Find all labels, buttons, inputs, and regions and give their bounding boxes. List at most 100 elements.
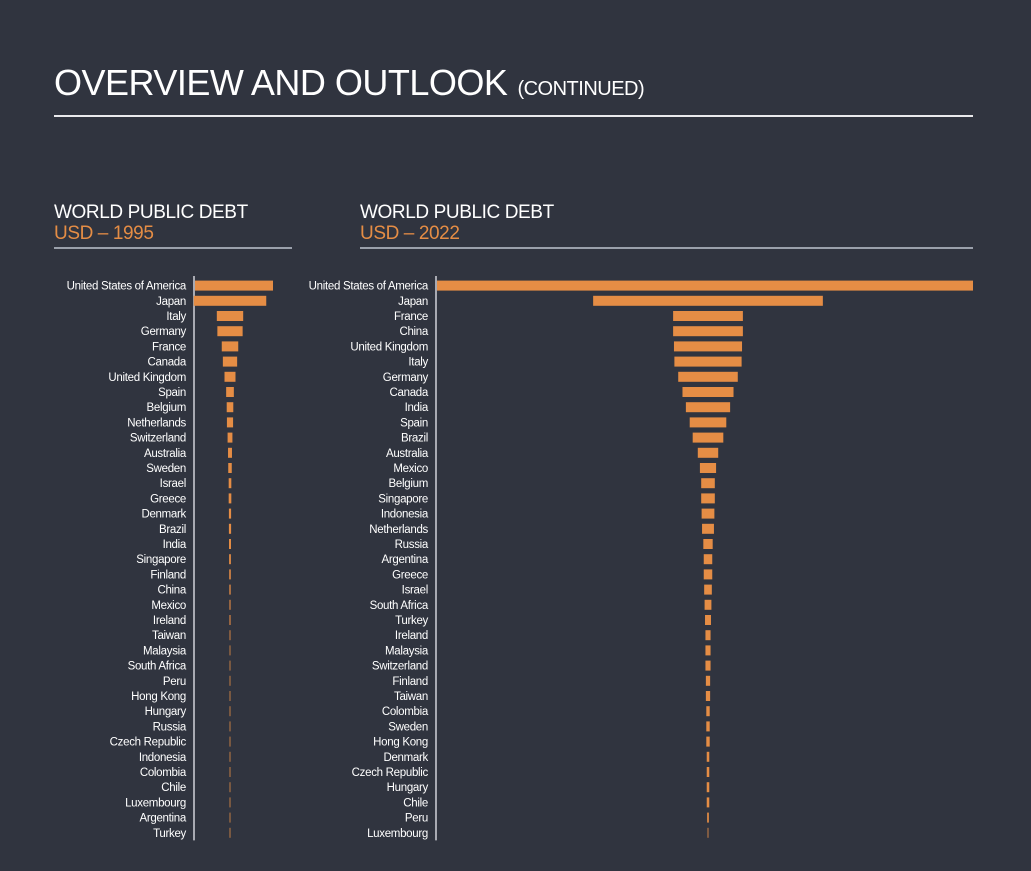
chart-1995-bar	[229, 675, 231, 686]
chart-2022-bar	[705, 615, 711, 625]
chart-1995-label: Turkey	[153, 828, 186, 840]
chart-1995-bar	[228, 493, 232, 504]
chart-2022-bar	[673, 341, 743, 352]
chart-2022-label: Singapore	[378, 493, 428, 505]
chart-2022-label: Turkey	[395, 615, 428, 627]
chart-2022-label: Belgium	[389, 478, 428, 490]
chart-1995-label: Indonesia	[139, 752, 187, 764]
chart-1995-label: Colombia	[140, 767, 187, 779]
chart-1995-label: Hong Kong	[131, 691, 186, 703]
chart-1995-bar	[224, 371, 236, 382]
chart-1995-bar	[229, 569, 231, 580]
chart-2022-label: Colombia	[382, 706, 429, 718]
chart-2022-label: Japan	[398, 296, 428, 308]
chart-2022-label: Indonesia	[381, 509, 429, 521]
chart-2022-bar	[701, 508, 715, 519]
chart-2022-bar	[706, 797, 710, 808]
chart-2022-bar	[692, 432, 724, 443]
chart-2022-bar	[673, 311, 743, 321]
chart-2022-label: United States of America	[309, 281, 429, 293]
chart-1995-label: Israel	[160, 478, 186, 490]
chart-1995-label: United States of America	[67, 281, 187, 293]
chart-1995-label: Switzerland	[130, 433, 186, 445]
chart-2022-label: Israel	[402, 585, 428, 597]
chart-2022-label: Spain	[400, 417, 428, 429]
chart-2022-bar	[706, 721, 710, 732]
page-title-main: OVERVIEW AND OUTLOOK	[54, 62, 508, 103]
chart-1995-bar	[229, 539, 231, 549]
chart-2022-bar	[701, 478, 715, 489]
chart-2022-label: Chile	[403, 797, 428, 809]
chart-1995-bar	[229, 660, 231, 671]
chart-1995-bar	[229, 812, 231, 823]
chart-2022-bar	[705, 630, 711, 641]
chart-2022-label: Denmark	[383, 752, 428, 764]
page-title: OVERVIEW AND OUTLOOK (CONTINUED)	[54, 62, 645, 104]
chart-2022-bar	[705, 660, 711, 671]
chart-2022-label: India	[405, 402, 429, 414]
chart-1995-bar	[229, 584, 231, 595]
chart-1995-label: Mexico	[151, 600, 186, 612]
chart-1995-label: Peru	[163, 676, 186, 688]
chart-2022-label: Ireland	[395, 630, 428, 642]
chart-2022-bar	[703, 554, 713, 565]
chart-1995-label: Denmark	[141, 509, 186, 521]
chart-1995-bar	[229, 615, 231, 625]
chart-2022-bar	[689, 417, 727, 428]
chart-1995-label: Brazil	[159, 524, 186, 536]
chart-2022-bar	[707, 827, 709, 838]
chart-1995-bar	[227, 432, 233, 443]
chart-1995-label: Luxembourg	[125, 797, 186, 809]
chart-1995-bar	[228, 447, 232, 458]
chart-2022-bar	[437, 280, 973, 291]
chart-1995-bar	[217, 326, 243, 337]
chart-2022-bar	[678, 371, 738, 382]
chart-1995-bar	[228, 463, 232, 473]
chart-1995-label: Czech Republic	[110, 737, 187, 749]
chart-2022-label: Luxembourg	[367, 828, 428, 840]
chart-1995-bar	[228, 523, 232, 534]
chart-1995-header: WORLD PUBLIC DEBT USD – 1995	[54, 202, 248, 244]
chart-1995-label: Belgium	[147, 402, 186, 414]
chart-1995-label: South Africa	[128, 661, 187, 673]
chart-2022-bar	[703, 539, 713, 549]
chart-1995-label: Sweden	[146, 463, 186, 475]
chart-1995-bar	[193, 295, 267, 306]
chart-2022-bar	[705, 645, 711, 656]
chart-1995-bar	[229, 554, 231, 565]
chart-2022-bar	[682, 387, 734, 397]
chart-1995-bar	[229, 691, 231, 701]
chart-1995-subtitle: USD – 1995	[54, 223, 154, 244]
chart-2022-bar	[706, 736, 710, 747]
chart-1995-bar	[221, 341, 239, 352]
chart-1995-bar	[229, 827, 231, 838]
chart-1995-bar	[229, 751, 231, 762]
chart-2022-label: United Kingdom	[350, 341, 428, 353]
chart-1995-label: Argentina	[139, 813, 186, 825]
title-divider	[54, 115, 973, 117]
chart-2022-bar	[699, 463, 717, 473]
chart-2022-label: Australia	[386, 448, 429, 460]
chart-1995-bar	[216, 311, 244, 321]
chart-2022-bar	[674, 356, 742, 367]
chart-1995-label: Malaysia	[143, 645, 187, 657]
chart-2022-label: France	[394, 311, 428, 323]
chart-1995-bar	[226, 417, 234, 428]
chart-2022-label: Greece	[392, 569, 428, 581]
chart-1995-bar	[229, 782, 231, 793]
chart-2022-bar	[704, 584, 712, 595]
chart-2022-label: Malaysia	[385, 645, 429, 657]
chart-1995-label: Germany	[141, 326, 187, 338]
chart-1995-label: Spain	[158, 387, 186, 399]
chart-2022-bar	[703, 569, 713, 580]
chart-1995-label: Canada	[148, 357, 187, 369]
chart-1995-bar	[229, 645, 231, 656]
chart-1995-label: Italy	[166, 311, 186, 323]
chart-2022-title: WORLD PUBLIC DEBT	[360, 202, 554, 223]
chart-2022-label: Russia	[395, 539, 429, 551]
chart-1995-bar	[229, 797, 231, 808]
chart-2022-label: China	[399, 326, 428, 338]
chart-2022-label: Czech Republic	[352, 767, 429, 779]
